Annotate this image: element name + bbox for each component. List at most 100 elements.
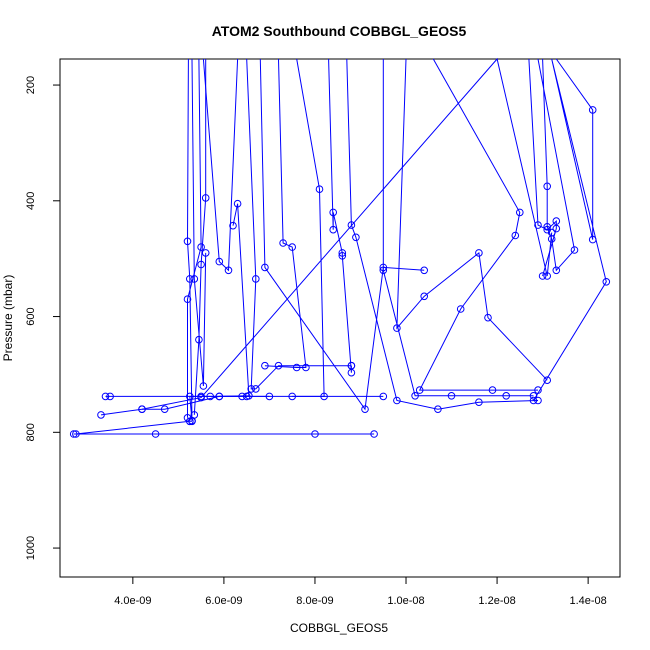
series-layer — [69, 57, 611, 438]
series-line — [141, 57, 553, 410]
data-point — [543, 182, 552, 191]
data-point — [190, 411, 199, 419]
data-point — [347, 221, 356, 229]
data-point — [197, 243, 205, 251]
data-point — [215, 392, 224, 401]
y-tick-label: 800 — [25, 423, 37, 441]
series-line — [396, 58, 548, 381]
x-tick-label: 6.0e-09 — [205, 595, 242, 607]
data-point — [247, 385, 255, 393]
data-point — [379, 392, 388, 401]
data-point — [602, 278, 611, 286]
x-tick-label: 1.2e-08 — [478, 595, 515, 607]
data-point — [201, 194, 210, 202]
data-point — [338, 249, 347, 257]
data-point — [393, 396, 401, 405]
series-line — [418, 58, 538, 391]
series-line — [382, 59, 534, 397]
data-point — [302, 363, 310, 372]
series-line — [191, 58, 207, 387]
plot-frame — [59, 58, 621, 578]
data-point — [361, 405, 369, 414]
data-point — [543, 223, 552, 231]
data-point — [229, 221, 237, 230]
y-axis: 200 400 600 800 1000 — [25, 76, 60, 560]
series-line — [259, 58, 425, 411]
series-line — [193, 59, 207, 415]
data-point — [252, 275, 260, 283]
data-point — [488, 386, 497, 394]
data-point — [190, 275, 199, 283]
series-line — [219, 203, 250, 397]
data-point — [552, 266, 561, 275]
data-point — [201, 249, 210, 257]
data-point — [288, 243, 297, 251]
data-point — [543, 376, 552, 385]
data-point — [292, 363, 301, 372]
data-point — [233, 199, 242, 208]
data-point — [475, 249, 483, 257]
data-point — [347, 361, 356, 370]
data-point — [329, 225, 338, 234]
data-point — [224, 266, 233, 275]
data-point — [588, 235, 597, 244]
data-point — [552, 224, 561, 233]
data-point — [370, 430, 378, 438]
x-tick-label: 1.0e-08 — [387, 595, 424, 607]
y-tick-label: 1000 — [25, 536, 37, 560]
y-tick-label: 400 — [25, 192, 37, 210]
data-point — [261, 263, 269, 272]
data-point — [315, 185, 324, 193]
data-point — [311, 430, 319, 438]
series-line — [292, 58, 325, 397]
y-tick-label: 200 — [25, 76, 37, 94]
data-point — [97, 411, 105, 419]
data-point — [552, 217, 561, 225]
data-point — [245, 392, 253, 400]
data-point — [160, 405, 169, 414]
data-point — [352, 233, 360, 242]
data-point — [538, 272, 547, 280]
data-point — [151, 430, 160, 438]
data-point — [183, 237, 192, 246]
data-point — [588, 106, 597, 114]
data-point — [215, 257, 224, 266]
x-tick-label: 8.0e-09 — [296, 595, 333, 607]
data-point — [279, 239, 287, 247]
y-axis-label: Pressure (mbar) — [1, 275, 15, 362]
data-point — [411, 392, 419, 400]
data-point — [379, 266, 388, 275]
data-point — [199, 382, 208, 390]
chart-title: ATOM2 Southbound COBBGL_GEOS5 — [212, 23, 467, 39]
data-point — [393, 324, 401, 332]
series-line — [75, 420, 192, 435]
data-point — [320, 392, 328, 401]
data-point — [543, 272, 552, 280]
series-line — [100, 395, 247, 416]
data-point — [502, 392, 511, 400]
data-point — [447, 392, 456, 400]
data-point — [529, 396, 538, 405]
data-point — [252, 385, 260, 393]
data-point — [415, 386, 424, 394]
series-line — [202, 58, 239, 272]
data-point — [261, 361, 269, 370]
data-point — [183, 295, 192, 304]
data-point — [197, 260, 205, 269]
y-tick-label: 600 — [25, 307, 37, 325]
data-point — [456, 305, 465, 313]
data-point — [547, 228, 556, 237]
x-tick-label: 1.4e-08 — [569, 595, 606, 607]
x-axis: 4.0e-09 6.0e-09 8.0e-09 1.0e-08 1.2e-08 1.4e-… — [114, 577, 607, 607]
data-point — [288, 392, 297, 401]
data-point — [338, 252, 347, 260]
data-point — [183, 414, 192, 422]
data-point — [106, 392, 114, 401]
data-point — [475, 398, 483, 407]
data-point — [138, 405, 146, 414]
x-tick-label: 4.0e-09 — [114, 595, 151, 607]
series-line — [533, 58, 607, 401]
data-point — [329, 208, 338, 217]
data-point — [534, 396, 542, 405]
